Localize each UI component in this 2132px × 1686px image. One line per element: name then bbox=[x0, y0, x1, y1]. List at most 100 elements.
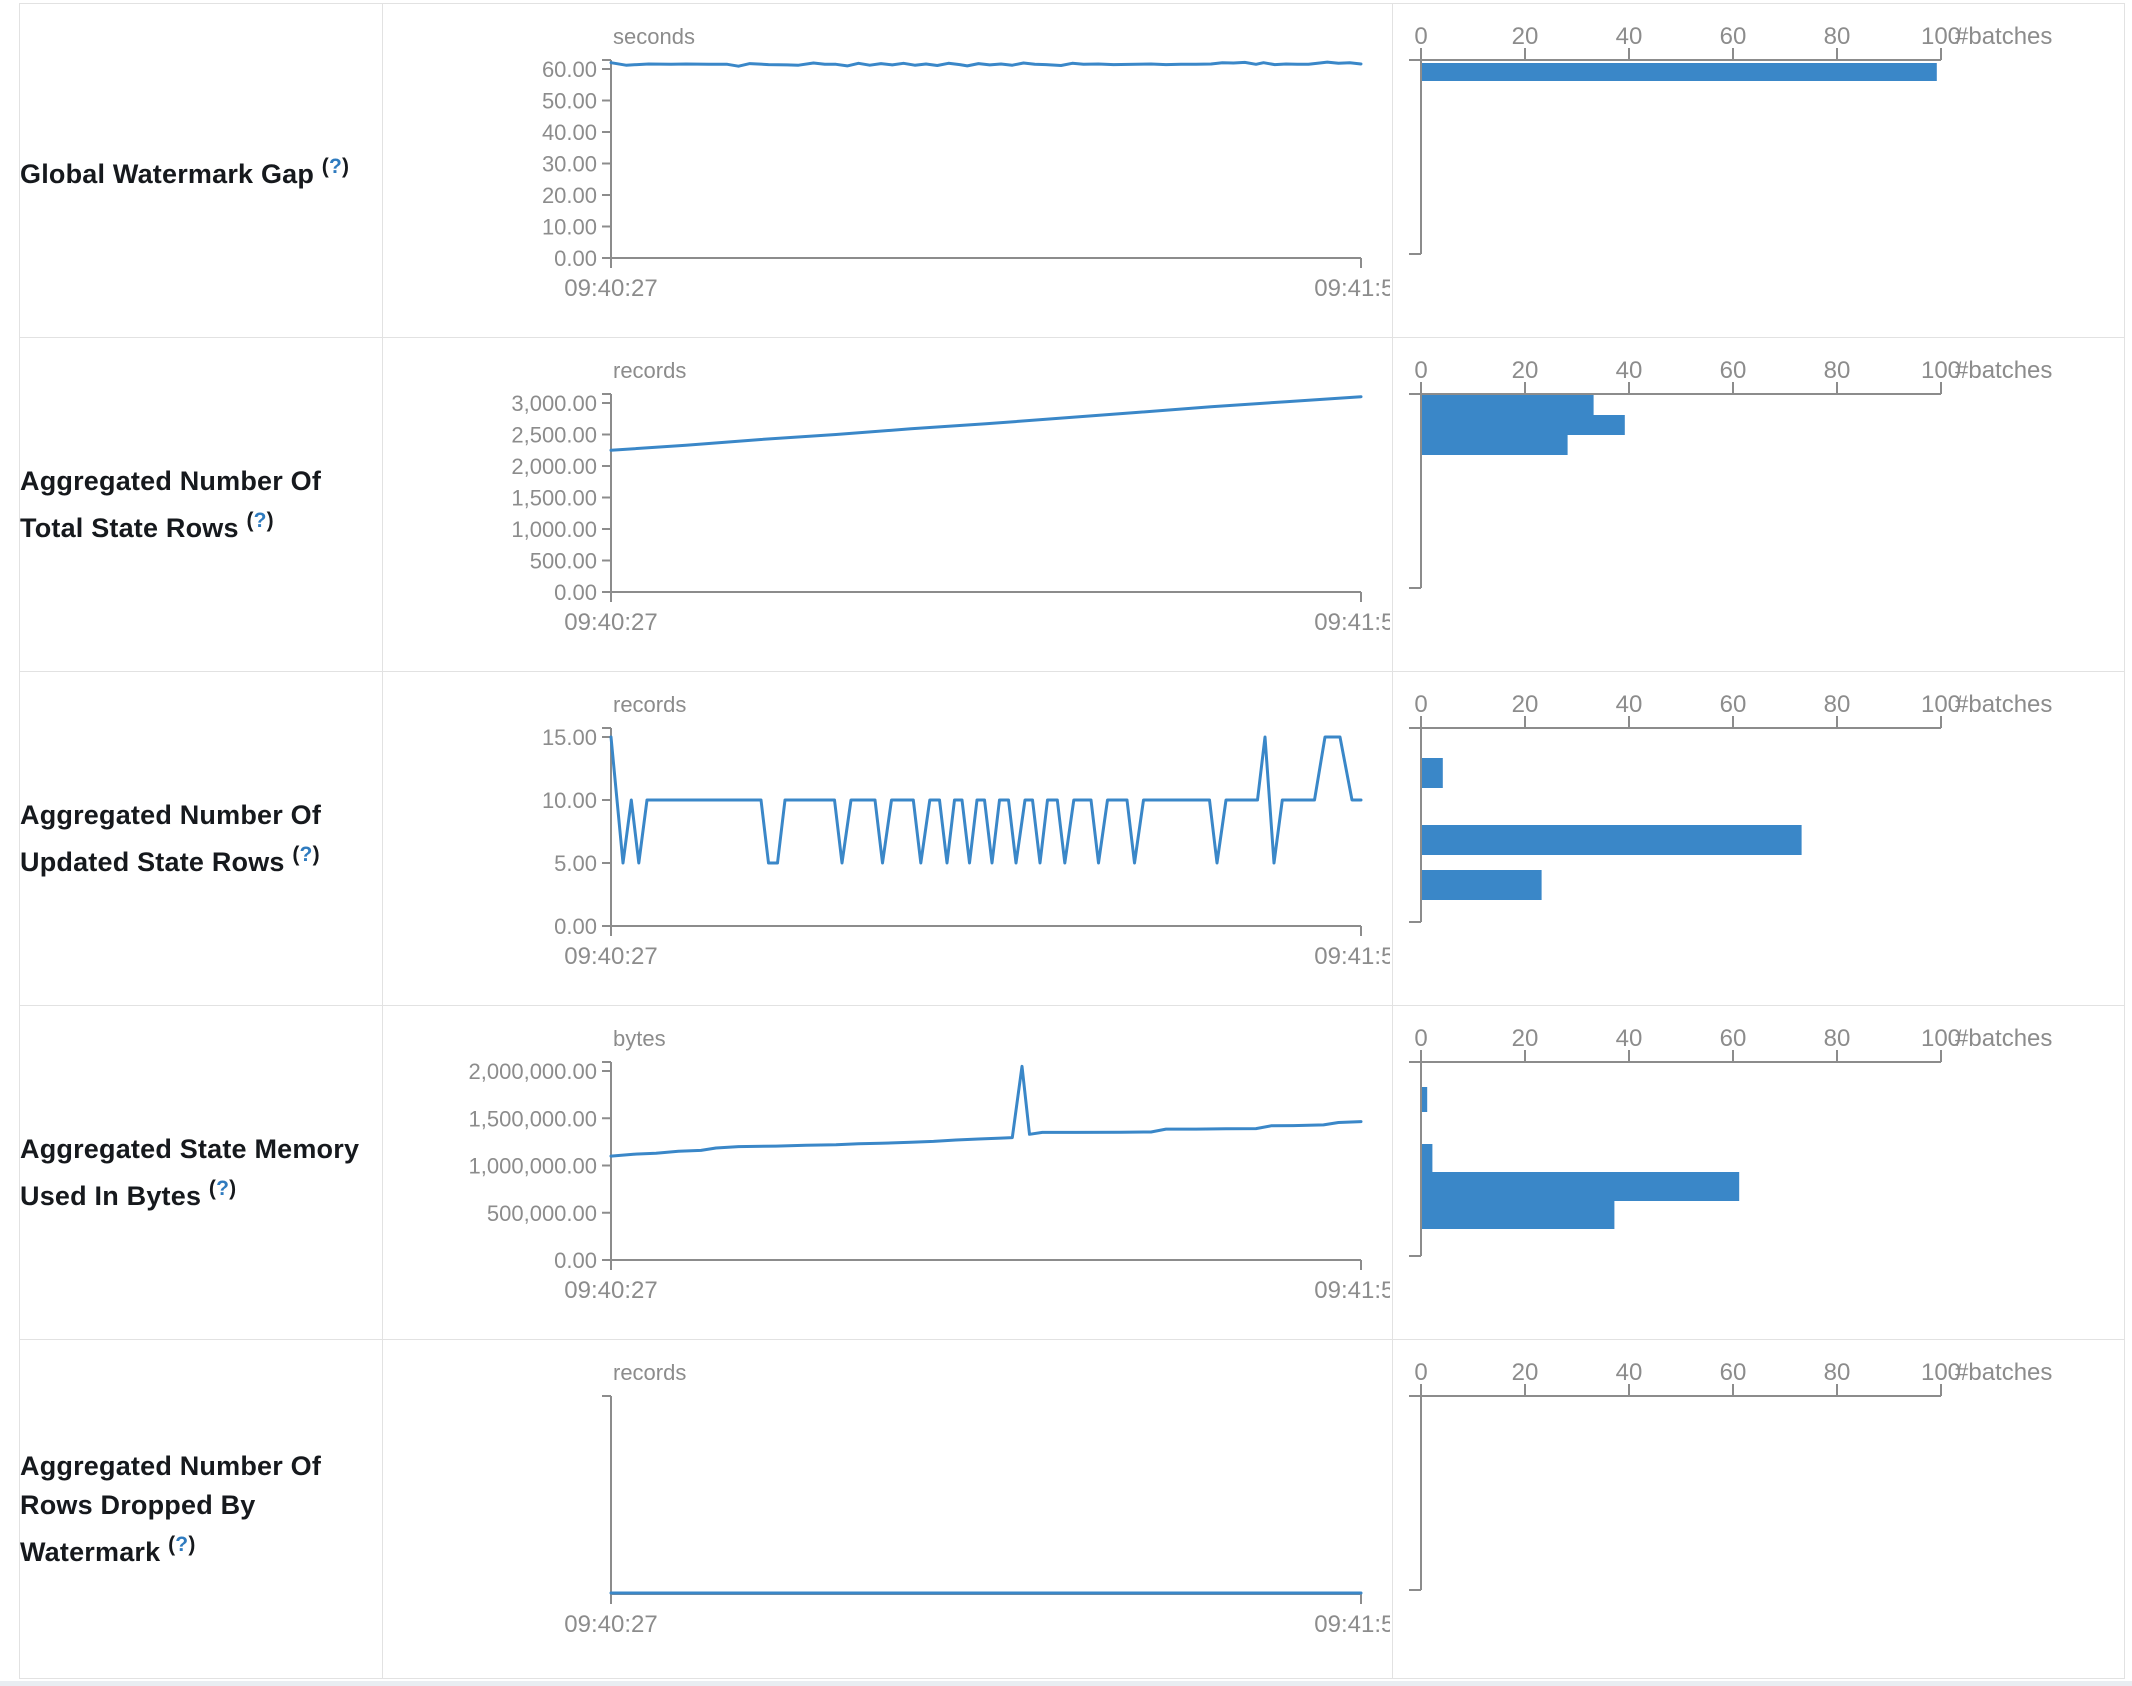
histogram-cell: 0 20 40 60 80 100 #batches bbox=[1392, 671, 2125, 1006]
metric-label: Aggregated Number Of Rows Dropped By Wat… bbox=[20, 1447, 382, 1572]
svg-text:2,000.00: 2,000.00 bbox=[511, 454, 597, 479]
timeline-chart: bytes 0.00 500,000.00 1,000,000.00 1,500,000… bbox=[469, 1026, 1390, 1304]
svg-text:09:41:56: 09:41:56 bbox=[1314, 609, 1390, 636]
svg-text:40: 40 bbox=[1616, 1359, 1643, 1386]
svg-text:20: 20 bbox=[1512, 1025, 1539, 1052]
svg-text:0: 0 bbox=[1414, 23, 1427, 50]
batches-histogram: 0 20 40 60 80 100#batches bbox=[1409, 357, 2052, 589]
timeline-chart-cell: bytes 0.00 500,000.00 1,000,000.00 1,500,000… bbox=[382, 1005, 1393, 1340]
svg-text:1,500,000.00: 1,500,000.00 bbox=[469, 1106, 597, 1131]
svg-text:20: 20 bbox=[1512, 357, 1539, 384]
svg-text:seconds: seconds bbox=[613, 24, 695, 49]
svg-text:60: 60 bbox=[1720, 23, 1747, 50]
svg-text:40.00: 40.00 bbox=[542, 120, 597, 145]
svg-text:500.00: 500.00 bbox=[530, 549, 597, 574]
histogram-cell: 0 20 40 60 80 100 #batches bbox=[1392, 1005, 2125, 1340]
svg-text:0.00: 0.00 bbox=[554, 246, 597, 271]
metric-label-cell: Aggregated Number Of Rows Dropped By Wat… bbox=[18, 1339, 384, 1679]
svg-text:2,000,000.00: 2,000,000.00 bbox=[469, 1059, 597, 1084]
svg-text:60: 60 bbox=[1720, 1025, 1747, 1052]
svg-text:09:40:27: 09:40:27 bbox=[564, 1611, 657, 1638]
metric-label-text: Aggregated Number Of Total State Rows bbox=[20, 465, 322, 543]
svg-text:09:40:27: 09:40:27 bbox=[564, 1277, 657, 1304]
svg-text:100: 100 bbox=[1921, 1359, 1961, 1386]
metric-label-cell: Aggregated Number Of Total State Rows (?… bbox=[18, 337, 384, 672]
metric-label-text: Aggregated Number Of Rows Dropped By Wat… bbox=[20, 1450, 322, 1567]
metric-row-rows-dropped-by-watermark: Aggregated Number Of Rows Dropped By Wat… bbox=[18, 1339, 2125, 1679]
svg-text:09:40:27: 09:40:27 bbox=[564, 275, 657, 302]
svg-text:records: records bbox=[613, 358, 686, 383]
histogram-cell: 0 20 40 60 80 100 #batches bbox=[1392, 337, 2125, 672]
svg-text:20: 20 bbox=[1512, 691, 1539, 718]
metrics-table: Global Watermark Gap (?) seconds 0.00 10.0… bbox=[18, 3, 2125, 1679]
svg-text:0: 0 bbox=[1414, 1359, 1427, 1386]
metric-label-text: Global Watermark Gap bbox=[20, 159, 315, 189]
svg-text:09:41:56: 09:41:56 bbox=[1314, 943, 1390, 970]
svg-text:#batches: #batches bbox=[1955, 691, 2052, 718]
metric-label-cell: Aggregated Number Of Updated State Rows … bbox=[18, 671, 384, 1006]
svg-text:60: 60 bbox=[1720, 357, 1747, 384]
timeline-chart-cell: records 0.00 500.00 1,000.00 1,500.00 2,000.0… bbox=[382, 337, 1393, 672]
svg-text:0.00: 0.00 bbox=[554, 914, 597, 939]
svg-text:0: 0 bbox=[1414, 357, 1427, 384]
help-link[interactable]: ? bbox=[329, 155, 343, 178]
svg-text:2,500.00: 2,500.00 bbox=[511, 423, 597, 448]
help-link[interactable]: ? bbox=[175, 1532, 189, 1556]
metric-row-total-state-rows: Aggregated Number Of Total State Rows (?… bbox=[18, 337, 2125, 672]
page-bottom-divider bbox=[0, 1681, 2132, 1686]
timeline-chart: records 0.00 500.00 1,000.00 1,500.00 2,000.0… bbox=[511, 358, 1390, 636]
svg-text:40: 40 bbox=[1616, 1025, 1643, 1052]
svg-text:40: 40 bbox=[1616, 691, 1643, 718]
help-link[interactable]: ? bbox=[253, 508, 267, 532]
svg-text:0: 0 bbox=[1414, 691, 1427, 718]
svg-text:#batches: #batches bbox=[1955, 1359, 2052, 1386]
svg-text:0.00: 0.00 bbox=[554, 580, 597, 605]
timeline-chart-cell: seconds 0.00 10.00 20.00 30.00 40.00 50.00 60.0… bbox=[382, 3, 1393, 338]
timeline-chart-cell: records 0.00 5.00 10.00 15.00 09:40:27 09:41:5… bbox=[382, 671, 1393, 1006]
svg-text:50.00: 50.00 bbox=[542, 89, 597, 114]
metric-label-text: Aggregated Number Of Updated State Rows bbox=[20, 799, 322, 877]
svg-text:09:40:27: 09:40:27 bbox=[564, 943, 657, 970]
metric-label-cell: Aggregated State Memory Used In Bytes (?… bbox=[18, 1005, 384, 1340]
svg-text:80: 80 bbox=[1824, 23, 1851, 50]
svg-text:1,500.00: 1,500.00 bbox=[511, 486, 597, 511]
metric-row-global-watermark-gap: Global Watermark Gap (?) seconds 0.00 10.0… bbox=[18, 3, 2125, 338]
metric-label: Global Watermark Gap (?) bbox=[20, 147, 382, 194]
svg-text:80: 80 bbox=[1824, 357, 1851, 384]
svg-text:0: 0 bbox=[1414, 1025, 1427, 1052]
timeline-chart: records 09:40:27 09:41:56 bbox=[564, 1360, 1390, 1638]
svg-text:09:40:27: 09:40:27 bbox=[564, 609, 657, 636]
svg-text:10.00: 10.00 bbox=[542, 788, 597, 813]
svg-text:records: records bbox=[613, 692, 686, 717]
metric-row-updated-state-rows: Aggregated Number Of Updated State Rows … bbox=[18, 671, 2125, 1006]
svg-text:100: 100 bbox=[1921, 1025, 1961, 1052]
svg-text:500,000.00: 500,000.00 bbox=[487, 1201, 597, 1226]
help-mark: (?) bbox=[321, 155, 350, 178]
svg-text:1,000,000.00: 1,000,000.00 bbox=[469, 1154, 597, 1179]
svg-text:40: 40 bbox=[1616, 357, 1643, 384]
svg-text:60: 60 bbox=[1720, 691, 1747, 718]
svg-text:09:41:56: 09:41:56 bbox=[1314, 275, 1390, 302]
help-link[interactable]: ? bbox=[216, 1176, 230, 1200]
metric-label: Aggregated State Memory Used In Bytes (?… bbox=[20, 1130, 382, 1216]
svg-text:80: 80 bbox=[1824, 1025, 1851, 1052]
svg-text:3,000.00: 3,000.00 bbox=[511, 391, 597, 416]
batches-histogram: 0 20 40 60 80 100#batches bbox=[1409, 1025, 2052, 1257]
timeline-chart: records 0.00 5.00 10.00 15.00 09:40:27 09:41:5… bbox=[542, 692, 1390, 970]
svg-text:100: 100 bbox=[1921, 357, 1961, 384]
svg-text:100: 100 bbox=[1921, 691, 1961, 718]
help-mark: (?) bbox=[168, 1532, 196, 1556]
metric-label: Aggregated Number Of Total State Rows (?… bbox=[20, 462, 382, 548]
svg-text:40: 40 bbox=[1616, 23, 1643, 50]
help-link[interactable]: ? bbox=[299, 842, 313, 866]
svg-text:15.00: 15.00 bbox=[542, 725, 597, 750]
svg-text:10.00: 10.00 bbox=[542, 215, 597, 240]
svg-text:1,000.00: 1,000.00 bbox=[511, 517, 597, 542]
histogram-cell: 0 20 40 60 80 100 #batches bbox=[1392, 1339, 2125, 1679]
svg-text:09:41:56: 09:41:56 bbox=[1314, 1277, 1390, 1304]
batches-histogram: 0 20 40 60 80 100#batches bbox=[1409, 1359, 2052, 1591]
svg-text:#batches: #batches bbox=[1955, 1025, 2052, 1052]
svg-text:09:41:56: 09:41:56 bbox=[1314, 1611, 1390, 1638]
timeline-chart: seconds 0.00 10.00 20.00 30.00 40.00 50.00 60.0… bbox=[542, 24, 1390, 302]
svg-text:bytes: bytes bbox=[613, 1026, 666, 1051]
